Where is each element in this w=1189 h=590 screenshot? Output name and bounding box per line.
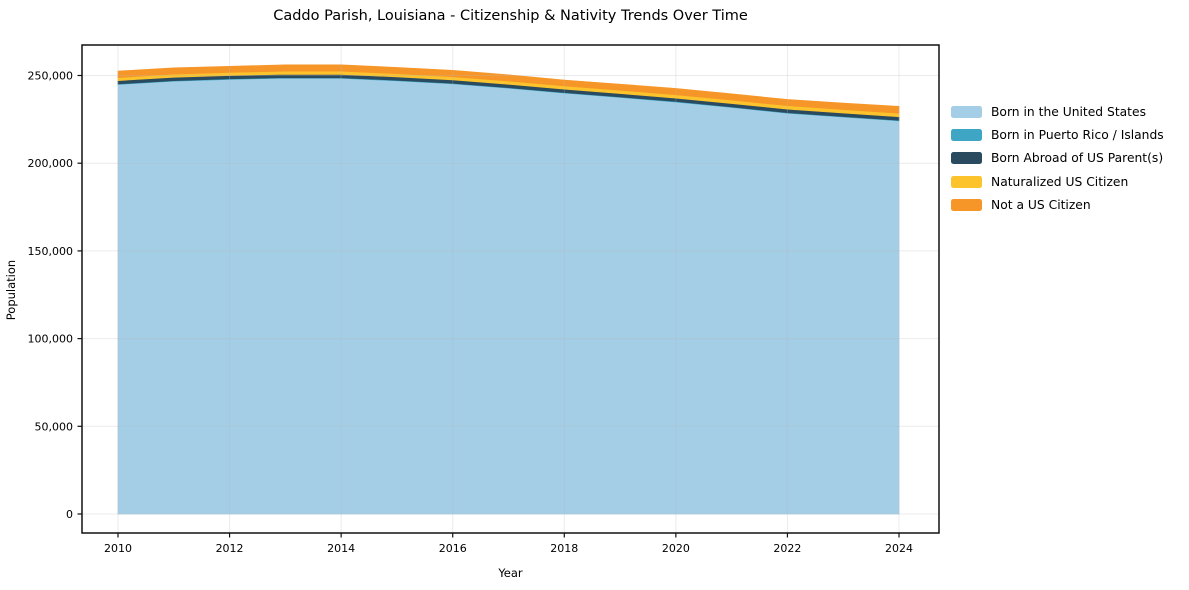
x-tick-label: 2012 — [216, 542, 244, 555]
y-tick-label: 0 — [66, 508, 73, 521]
legend-swatch-not-citizen — [951, 199, 982, 212]
legend-swatch-naturalized — [951, 175, 982, 188]
x-tick-label: 2016 — [439, 542, 467, 555]
x-axis-label: Year — [498, 566, 523, 580]
legend-label: Naturalized US Citizen — [991, 174, 1129, 189]
y-axis-label: Population — [4, 259, 18, 321]
x-tick-label: 2014 — [327, 542, 355, 555]
y-tick-label: 200,000 — [28, 157, 74, 170]
legend-item-puerto-rico-islands: Born in Puerto Rico / Islands — [951, 123, 1164, 146]
chart-title: Caddo Parish, Louisiana - Citizenship & … — [273, 8, 748, 24]
legend-item-naturalized: Naturalized US Citizen — [951, 170, 1164, 193]
x-tick-label: 2010 — [104, 542, 132, 555]
legend-swatch-born-us — [951, 105, 982, 118]
legend-label: Born in the United States — [991, 104, 1146, 119]
legend-label: Not a US Citizen — [991, 198, 1091, 213]
y-tick-label: 150,000 — [28, 245, 74, 258]
y-tick-label: 250,000 — [28, 70, 74, 83]
legend: Born in the United States Born in Puerto… — [951, 100, 1164, 217]
x-tick-label: 2022 — [773, 542, 801, 555]
legend-swatch-puerto-rico-islands — [951, 129, 982, 142]
y-tick-label: 100,000 — [28, 333, 74, 346]
legend-item-not-citizen: Not a US Citizen — [951, 194, 1164, 217]
area-series-4 — [117, 64, 900, 114]
legend-item-born-abroad: Born Abroad of US Parent(s) — [951, 147, 1164, 170]
legend-item-born-us: Born in the United States — [951, 100, 1164, 123]
y-tick-label: 50,000 — [35, 420, 74, 433]
legend-swatch-born-abroad — [951, 152, 982, 165]
legend-label: Born Abroad of US Parent(s) — [991, 151, 1164, 166]
x-tick-label: 2024 — [885, 542, 913, 555]
x-tick-label: 2018 — [550, 542, 578, 555]
area-series-0 — [117, 77, 900, 515]
plot-border — [81, 44, 940, 534]
legend-label: Born in Puerto Rico / Islands — [991, 128, 1164, 143]
x-tick-label: 2020 — [662, 542, 690, 555]
